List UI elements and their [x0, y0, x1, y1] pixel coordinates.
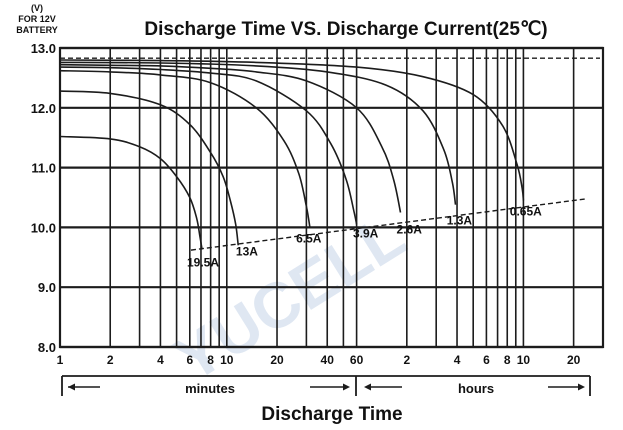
y-tick-label: 8.0: [38, 340, 56, 355]
plot-frame: [58, 46, 605, 349]
x-tick-label: 4: [454, 353, 461, 367]
discharge-curve-0.65A: [59, 59, 525, 201]
x-tick-label: 20: [567, 353, 581, 367]
curve-label: 13A: [236, 245, 258, 259]
curve-label: 6.5A: [296, 231, 322, 245]
x-tick-label: 20: [270, 353, 284, 367]
x-tick-label: 6: [483, 353, 490, 367]
hours-left-arrowhead: [364, 383, 371, 391]
range-label-minutes: minutes: [185, 381, 235, 396]
discharge-curve-13A: [59, 90, 239, 246]
curves: 19.5A 13A 6.5A 3.9A 2.6A 1.3A 0.65A: [59, 57, 600, 269]
x-axis-label: Discharge Time: [261, 404, 402, 425]
curve-label: 1.3A: [447, 213, 473, 227]
x-tick-label: 2: [107, 353, 114, 367]
curve-label: 2.6A: [397, 222, 423, 236]
x-tick-label: 2: [403, 353, 410, 367]
discharge-curve-2.6A: [59, 63, 402, 213]
x-tick-label: 6: [186, 353, 193, 367]
range-label-hours: hours: [458, 381, 494, 396]
minutes-left-arrowhead: [68, 383, 75, 391]
y-tick-label: 9.0: [38, 280, 56, 295]
x-tick-label: 4: [157, 353, 164, 367]
x-tick-label: 10: [220, 353, 234, 367]
curve-label: 19.5A: [187, 255, 219, 269]
x-tick-label: 8: [207, 353, 214, 367]
hours-right-arrowhead: [578, 383, 585, 391]
chart-title: Discharge Time VS. Discharge Current(25℃…: [144, 19, 547, 40]
y-tick-label: 12.0: [31, 101, 56, 116]
y-tick-label: 11.0: [31, 161, 56, 176]
y-unit-line-3: BATTERY: [16, 25, 58, 35]
y-tick-label: 13.0: [31, 41, 56, 56]
curve-label: 0.65A: [510, 204, 542, 218]
discharge-curve-3.9A: [59, 66, 358, 225]
axes: 8.09.010.011.012.013.01 2 4 6 8 10 20 40 60 2 4 6 8 1…: [31, 41, 581, 367]
y-tick-label: 10.0: [31, 220, 56, 235]
x-tick-label: 8: [504, 353, 511, 367]
x-tick-label: 40: [321, 353, 335, 367]
discharge-curve-6.5A: [59, 69, 311, 228]
curve-label: 3.9A: [353, 227, 379, 241]
y-unit-line-2: FOR 12V: [18, 14, 56, 24]
x-tick-label: 10: [517, 353, 531, 367]
x-tick-label: 1: [57, 353, 64, 367]
x-tick-label: 60: [350, 353, 364, 367]
discharge-curve-1.3A: [59, 61, 457, 205]
discharge-curve-19.5A: [59, 135, 203, 250]
cutoff-voltage-line: [190, 198, 588, 251]
minutes-right-arrowhead: [343, 383, 350, 391]
y-unit-line-1: (V): [31, 3, 43, 13]
range-indicator: minutes hours: [61, 375, 591, 396]
